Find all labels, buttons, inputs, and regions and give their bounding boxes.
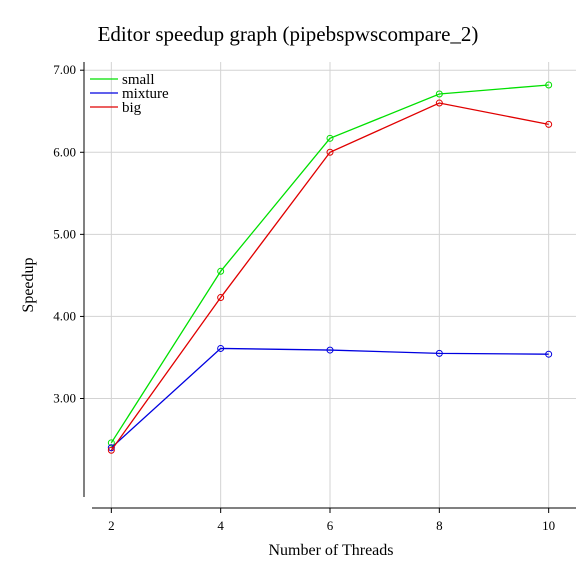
data-point (217, 267, 225, 275)
data-point (326, 346, 334, 354)
y-tick-label: 6.00 (53, 144, 76, 159)
ticks: 2 4 6 8 10 3.00 4.00 5.00 6.00 7.00 (53, 62, 555, 533)
data-point (107, 444, 115, 452)
series-big (107, 99, 553, 454)
data-point (435, 90, 443, 98)
series-mixture (107, 344, 553, 452)
legend-label: big (122, 100, 142, 116)
y-tick-label: 4.00 (53, 308, 76, 323)
data-point (326, 148, 334, 156)
data-point (545, 350, 553, 358)
series-line-big (110, 102, 549, 451)
series-line-small (110, 84, 549, 444)
series-small (107, 81, 553, 447)
data-point (107, 439, 115, 447)
axes (83, 62, 576, 509)
x-axis-label: Number of Threads (269, 542, 394, 559)
chart-title: Editor speedup graph (pipebspwscompare_2… (98, 22, 479, 46)
grid (84, 62, 576, 508)
series (107, 81, 553, 454)
data-point (217, 294, 225, 302)
series-line-mixture (110, 347, 549, 449)
y-tick-label: 5.00 (53, 226, 76, 241)
x-tick-label: 10 (542, 518, 555, 533)
y-tick-label: 3.00 (53, 391, 76, 406)
y-tick-label: 7.00 (53, 62, 76, 77)
y-axis-label: Speedup (20, 257, 37, 312)
x-tick-label: 2 (108, 518, 115, 533)
data-point (326, 134, 334, 142)
legend-item-big: big (90, 100, 142, 116)
data-point (107, 446, 115, 454)
legend-label: small (122, 72, 155, 88)
data-point (545, 120, 553, 128)
data-point (545, 81, 553, 89)
x-tick-label: 6 (327, 518, 334, 533)
data-point (435, 349, 443, 357)
data-point (435, 99, 443, 107)
x-tick-label: 4 (217, 518, 224, 533)
legend-label: mixture (122, 86, 169, 102)
legend-item-mixture: mixture (90, 86, 169, 102)
data-point (217, 344, 225, 352)
x-tick-label: 8 (436, 518, 443, 533)
legend-item-small: small (90, 72, 155, 88)
